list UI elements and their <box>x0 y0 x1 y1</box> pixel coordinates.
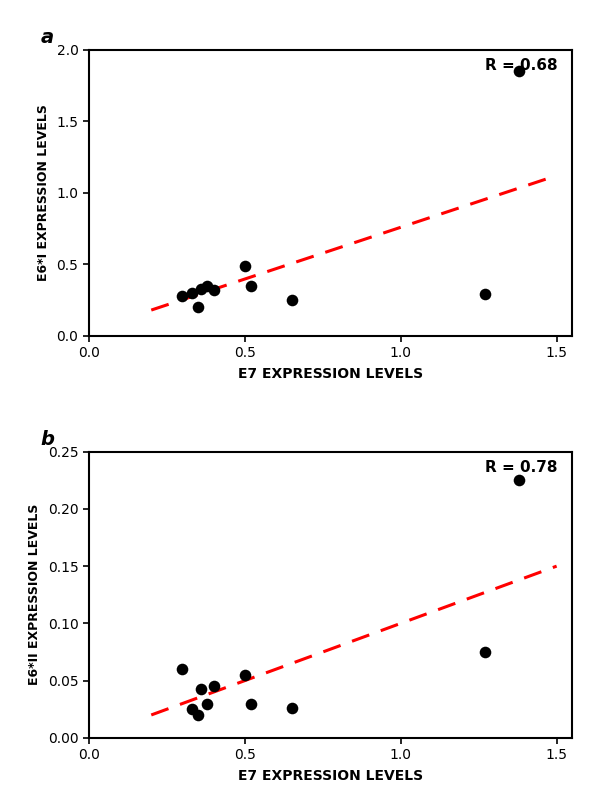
Point <box>480 288 490 301</box>
Text: a: a <box>41 28 53 47</box>
Point <box>287 294 296 307</box>
X-axis label: E7 EXPRESSION LEVELS: E7 EXPRESSION LEVELS <box>238 367 423 381</box>
Text: R = 0.78: R = 0.78 <box>485 460 558 475</box>
Point <box>514 474 524 487</box>
Point <box>193 709 203 722</box>
Point <box>246 697 256 710</box>
Point <box>514 65 524 78</box>
Point <box>178 663 187 676</box>
Text: b: b <box>41 430 55 448</box>
Point <box>240 668 250 681</box>
Point <box>196 682 206 695</box>
Point <box>187 286 197 299</box>
Point <box>187 703 197 716</box>
Point <box>209 284 218 297</box>
Point <box>193 301 203 314</box>
Point <box>178 290 187 303</box>
Text: R = 0.68: R = 0.68 <box>485 58 558 73</box>
Point <box>209 680 218 693</box>
Point <box>246 279 256 292</box>
Point <box>240 260 250 272</box>
Point <box>287 702 296 714</box>
Point <box>480 646 490 659</box>
Y-axis label: E6*I EXPRESSION LEVELS: E6*I EXPRESSION LEVELS <box>37 105 50 281</box>
Point <box>203 697 212 710</box>
Y-axis label: E6*II EXPRESSION LEVELS: E6*II EXPRESSION LEVELS <box>28 504 41 685</box>
Point <box>203 279 212 292</box>
Point <box>196 282 206 295</box>
X-axis label: E7 EXPRESSION LEVELS: E7 EXPRESSION LEVELS <box>238 769 423 783</box>
